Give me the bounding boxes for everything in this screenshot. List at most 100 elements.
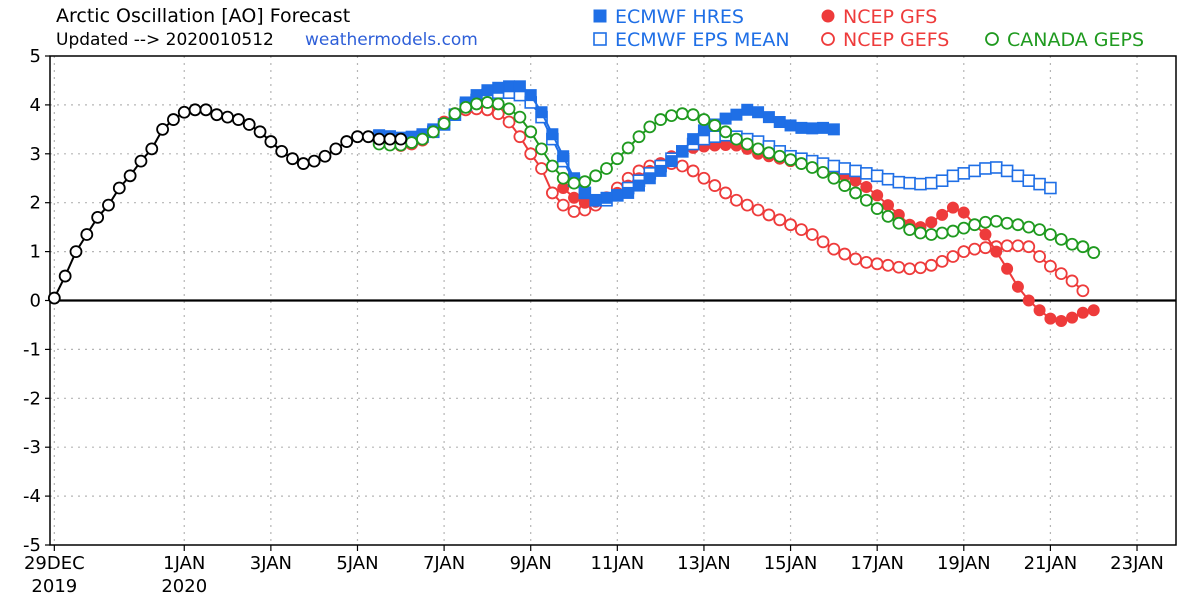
- data-point: [719, 112, 732, 125]
- data-point: [167, 113, 180, 126]
- y-tick-label: 3: [30, 144, 41, 165]
- legend-marker: [593, 32, 607, 46]
- legend-item: CANADA GEPS: [985, 29, 1144, 51]
- y-tick-label: -2: [23, 388, 41, 409]
- data-point: [730, 132, 743, 146]
- data-point: [47, 291, 61, 305]
- data-point: [870, 257, 884, 271]
- chart-title: Arctic Oscillation [AO] Forecast: [56, 5, 350, 27]
- data-point: [1011, 218, 1025, 232]
- data-point: [242, 118, 256, 131]
- data-point: [860, 181, 873, 194]
- data-point: [697, 171, 711, 185]
- plot-grid: [50, 56, 1176, 545]
- legend-label: ECMWF HRES: [615, 6, 744, 28]
- data-point: [545, 186, 559, 200]
- data-point: [502, 102, 516, 116]
- data-point: [361, 130, 375, 144]
- data-point: [924, 258, 938, 272]
- data-point: [708, 119, 722, 132]
- data-point: [979, 215, 992, 229]
- x-tick-label: 5JAN: [336, 553, 378, 574]
- data-point: [134, 154, 148, 168]
- data-point: [957, 206, 970, 219]
- data-point: [578, 186, 591, 199]
- data-point: [838, 162, 851, 175]
- data-point: [524, 89, 537, 102]
- data-point: [827, 171, 841, 185]
- data-point: [1000, 216, 1014, 230]
- data-point: [989, 214, 1003, 228]
- x-tick-year-label: 2019: [31, 576, 77, 597]
- data-point: [275, 144, 289, 158]
- data-point: [1044, 181, 1057, 195]
- data-point: [405, 136, 419, 149]
- data-point: [545, 159, 559, 173]
- y-tick-label: 5: [30, 46, 41, 67]
- credit-text: weathermodels.com: [305, 30, 478, 50]
- data-point: [556, 171, 570, 185]
- legend-label: NCEP GFS: [843, 6, 937, 28]
- data-point: [859, 255, 873, 269]
- data-point: [914, 177, 927, 191]
- data-point: [1087, 246, 1101, 259]
- data-point: [654, 113, 668, 126]
- data-point: [827, 159, 841, 173]
- legend-label: ECMWF EPS MEAN: [615, 29, 790, 51]
- data-point: [535, 162, 548, 175]
- data-point: [784, 218, 797, 232]
- data-point: [870, 169, 884, 183]
- data-point: [156, 122, 170, 136]
- data-point: [58, 269, 72, 283]
- data-point: [383, 132, 397, 146]
- data-point: [1033, 250, 1046, 263]
- legend-item: NCEP GEFS: [821, 29, 949, 51]
- data-point: [567, 176, 581, 190]
- data-point: [611, 189, 624, 202]
- data-point: [199, 103, 213, 117]
- data-point: [448, 107, 462, 121]
- data-point: [492, 81, 505, 94]
- data-point: [253, 125, 267, 139]
- data-point: [513, 110, 527, 124]
- data-point: [860, 167, 873, 180]
- data-point: [394, 132, 408, 146]
- legend-label: CANADA GEPS: [1007, 29, 1144, 51]
- data-point: [914, 226, 927, 240]
- data-point: [816, 165, 830, 179]
- data-point: [882, 199, 895, 212]
- data-point: [307, 154, 321, 168]
- data-point: [426, 125, 440, 139]
- data-point: [708, 130, 722, 143]
- data-point: [892, 260, 906, 274]
- data-point: [643, 120, 657, 134]
- x-tick-label: 3JAN: [250, 553, 292, 574]
- data-point: [1011, 239, 1025, 253]
- data-point: [1044, 312, 1057, 325]
- data-point: [773, 213, 787, 227]
- data-point: [91, 210, 105, 224]
- data-point: [112, 181, 126, 195]
- series-layer: [47, 80, 1101, 328]
- data-point: [610, 152, 624, 166]
- data-point: [622, 186, 635, 199]
- data-point: [80, 228, 94, 241]
- data-point: [665, 155, 678, 168]
- data-point: [535, 142, 548, 156]
- data-point: [437, 117, 451, 130]
- y-tick-label: -5: [23, 535, 41, 556]
- data-point: [1033, 304, 1046, 317]
- data-point: [1001, 262, 1014, 275]
- data-point: [177, 105, 191, 119]
- data-point: [730, 193, 743, 207]
- data-point: [990, 245, 1003, 258]
- data-point: [903, 176, 916, 190]
- data-point: [621, 141, 635, 155]
- data-point: [849, 252, 862, 266]
- legend-item: ECMWF HRES: [593, 6, 744, 28]
- data-point: [351, 130, 364, 144]
- data-point: [578, 175, 592, 189]
- data-point: [513, 130, 527, 144]
- data-point: [1000, 164, 1014, 178]
